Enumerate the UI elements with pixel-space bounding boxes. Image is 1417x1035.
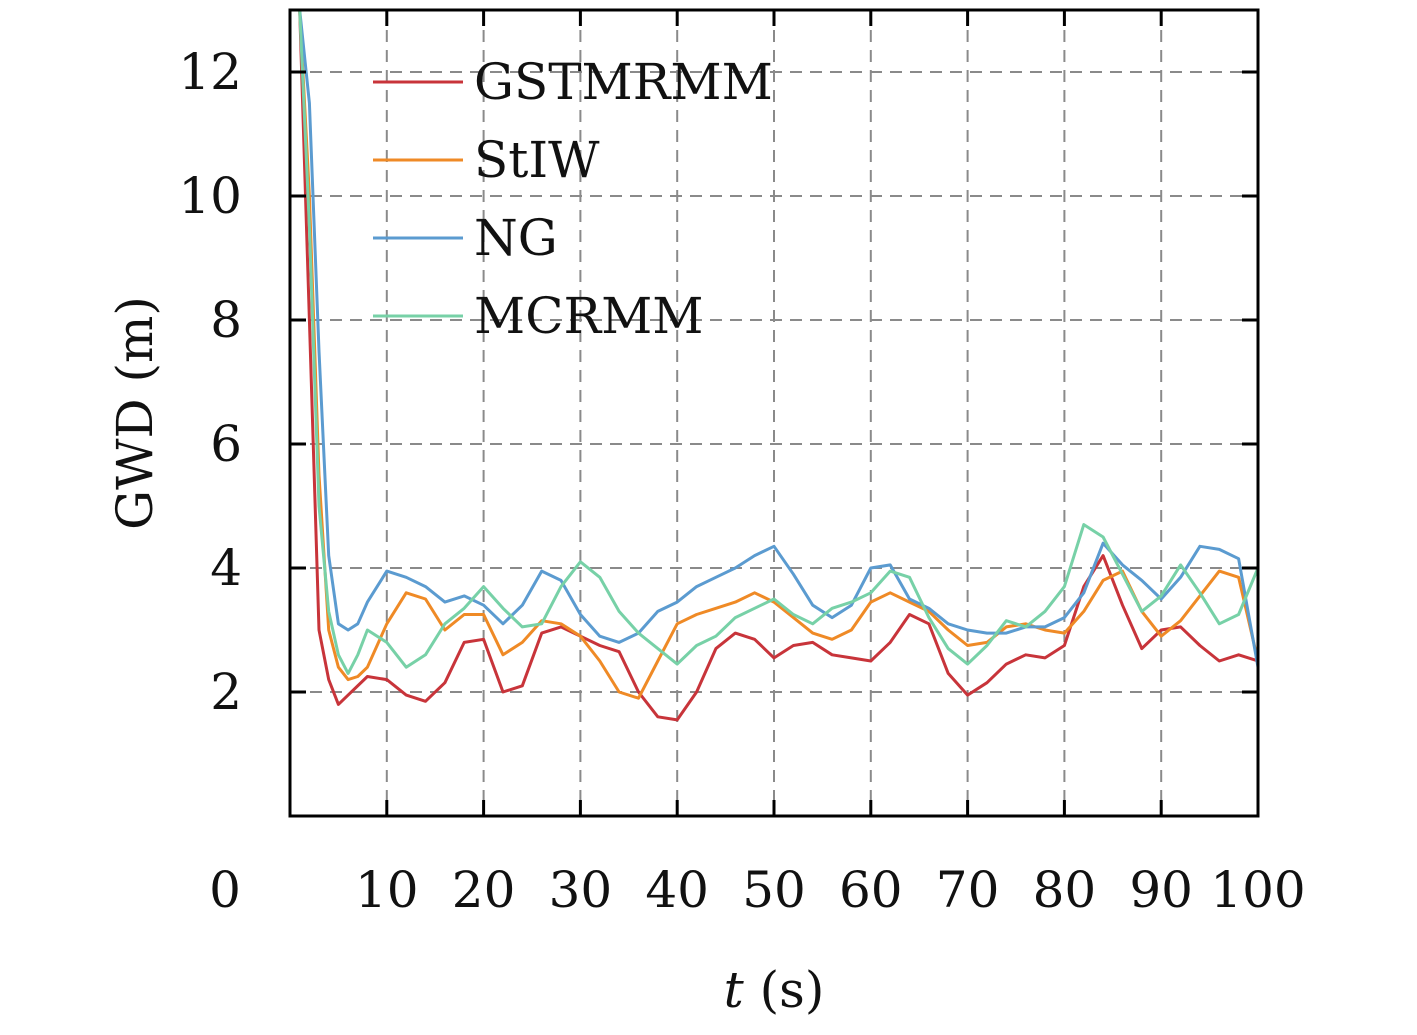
legend-label-gstmrmm: GSTMRMM	[474, 53, 773, 111]
legend-label-ng: NG	[474, 209, 558, 267]
ticks	[290, 10, 1260, 816]
x-tick-label: 70	[936, 861, 1000, 919]
series-line-ng	[298, 10, 1258, 669]
x-tick-label: 80	[1033, 861, 1097, 919]
x-axis-variable: t	[724, 961, 745, 1019]
y-axis-title: GWD (m)	[106, 296, 164, 530]
x-tick-label: 20	[452, 861, 516, 919]
x-tick-label: 30	[549, 861, 613, 919]
grid	[290, 10, 1258, 816]
tick-labels: 10 20 30 40 50 60 70 80 90 100 2 4 6 8 10 12	[178, 43, 1305, 919]
y-tick-label: 12	[178, 43, 242, 101]
x-axis-title: t (s)	[724, 961, 825, 1019]
series-line-mcrmm	[298, 10, 1258, 675]
y-tick-label: 8	[210, 291, 242, 349]
y-tick-label: 10	[178, 167, 242, 225]
y-tick-label: 2	[210, 663, 242, 721]
x-tick-label: 60	[839, 861, 903, 919]
series-line-stiw	[298, 10, 1258, 700]
y-tick-label: 6	[210, 415, 242, 473]
x-tick-label: 40	[645, 861, 709, 919]
x-tick-label: 100	[1210, 861, 1305, 919]
legend-label-mcrmm: MCRMM	[474, 287, 704, 345]
series-lines	[298, 10, 1258, 722]
x-tick-label: 50	[742, 861, 806, 919]
x-tick-label: 10	[355, 861, 419, 919]
x-axis-unit: (s)	[760, 961, 825, 1019]
x-tick-label: 90	[1129, 861, 1193, 919]
x-zero-label: 0	[209, 861, 241, 919]
legend: GSTMRMM StIW NG MCRMM	[373, 53, 773, 345]
series-line-gstmrmm	[298, 10, 1258, 722]
legend-label-stiw: StIW	[474, 131, 600, 189]
y-tick-label: 4	[210, 539, 242, 597]
